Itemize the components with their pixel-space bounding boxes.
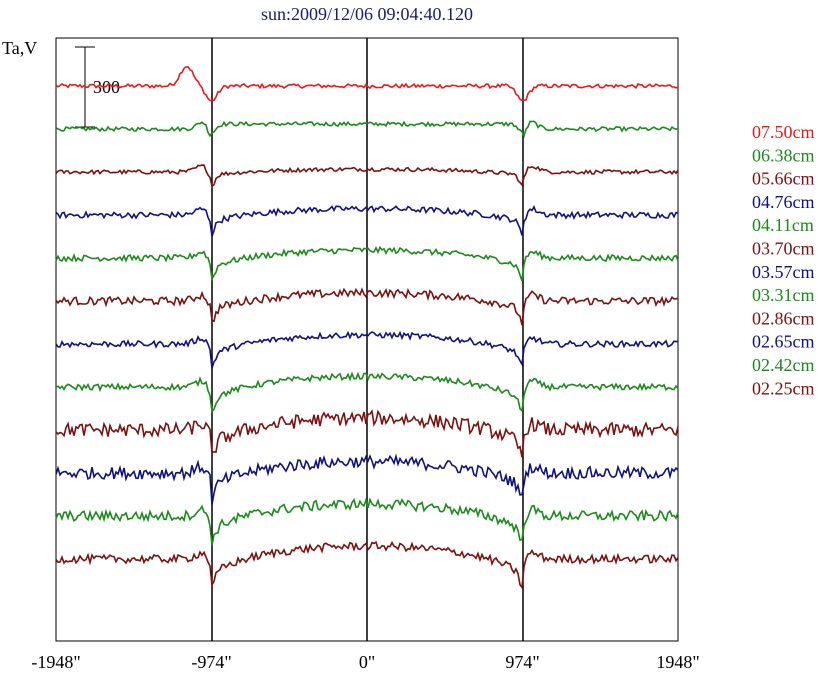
y-axis-label: Ta,V [2,38,37,58]
series-line-8 [55,409,679,458]
series-line-0 [55,65,679,102]
legend-entry-0: 07.50cm [752,122,815,142]
legend-entry-1: 06.38cm [752,145,815,165]
x-tick-label-1: -974" [191,652,231,672]
series-line-6 [55,330,679,369]
series-line-4 [55,245,679,282]
x-tick-label-2: 0" [359,652,375,672]
chart-title: sun:2009/12/06 09:04:40.120 [261,4,473,24]
legend-entry-9: 02.65cm [752,332,815,352]
series-group [55,65,679,590]
legend-entry-10: 02.42cm [752,355,815,375]
series-line-5 [55,287,679,326]
series-line-1 [55,120,679,139]
x-tick-label-3: 974" [505,652,539,672]
legend-entry-11: 02.25cm [752,378,815,398]
series-line-9 [55,453,679,505]
legend: 07.50cm 06.38cm 05.66cm 04.76cm 04.11cm 03.70… [752,122,815,398]
series-line-10 [55,497,679,546]
x-tick-labels: -1948" -974" 0" 974" 1948" [31,652,699,672]
series-line-7 [55,371,679,414]
limb-center-lines [211,38,524,641]
legend-entry-6: 03.57cm [752,262,815,282]
legend-entry-2: 05.66cm [752,169,815,189]
legend-entry-8: 02.86cm [752,308,815,328]
series-line-3 [55,205,679,237]
x-tick-label-4: 1948" [656,652,699,672]
legend-entry-7: 03.31cm [752,285,815,305]
legend-entry-4: 04.11cm [752,215,814,235]
legend-entry-5: 03.70cm [752,239,815,259]
x-tick-label-0: -1948" [31,652,80,672]
series-line-11 [55,540,679,590]
series-line-2 [55,164,679,188]
legend-entry-3: 04.76cm [752,192,815,212]
